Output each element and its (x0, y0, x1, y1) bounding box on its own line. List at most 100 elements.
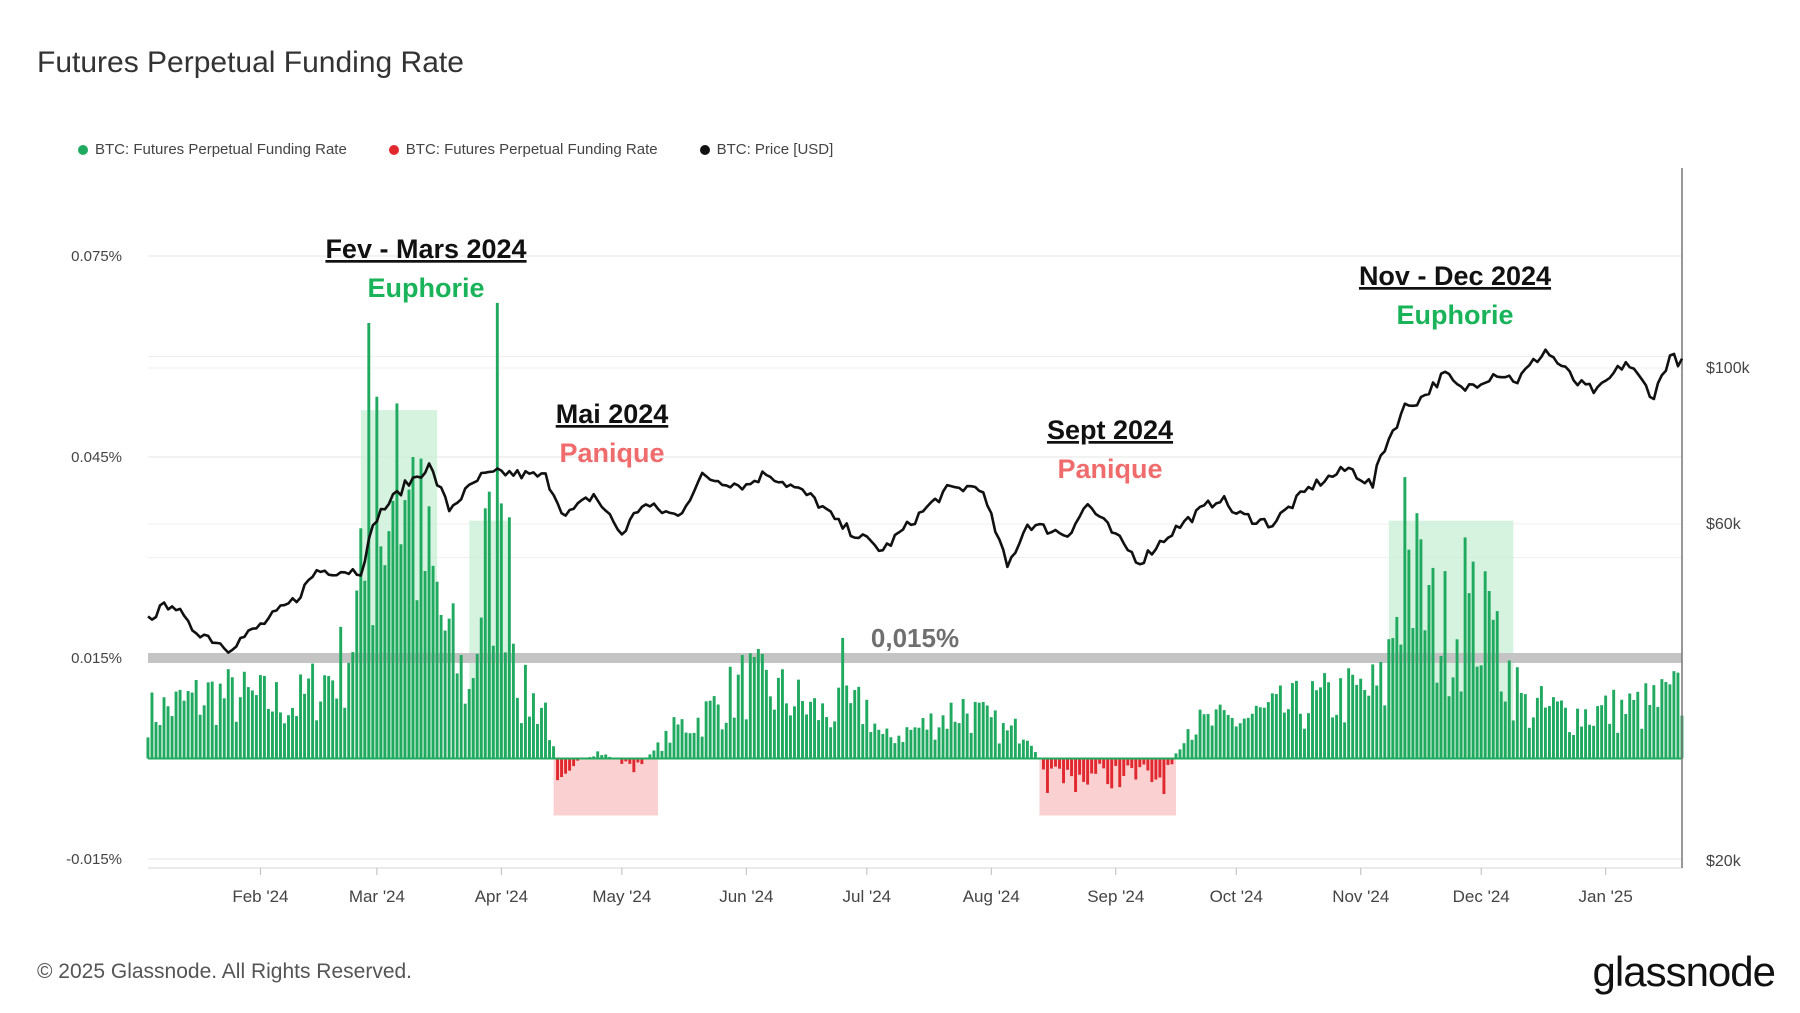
funding-bar (744, 719, 748, 759)
annotation-subtitle: Euphorie (367, 273, 484, 303)
funding-bar (640, 758, 644, 765)
funding-bar (1475, 666, 1479, 759)
funding-bar (1411, 628, 1415, 759)
funding-bar (511, 643, 515, 759)
funding-bar (415, 600, 419, 759)
funding-bar (1238, 723, 1242, 759)
funding-bar (1383, 705, 1387, 759)
legend: BTC: Futures Perpetual Funding Rate BTC:… (78, 141, 833, 158)
funding-bar (1507, 660, 1511, 759)
funding-bar (222, 698, 226, 759)
funding-bar (604, 754, 608, 759)
funding-bar (973, 701, 977, 759)
funding-bar (704, 701, 708, 759)
legend-item-price[interactable]: BTC: Price [USD] (699, 141, 833, 158)
funding-bar (1375, 685, 1379, 759)
annotation-heading: Mai 2024 (556, 399, 669, 429)
funding-bar (166, 706, 170, 759)
funding-bar (1339, 678, 1343, 759)
funding-bar (1531, 717, 1535, 759)
funding-bar (1343, 722, 1347, 759)
funding-bar (648, 754, 652, 759)
funding-bar (287, 715, 290, 759)
funding-bar (1190, 739, 1194, 759)
funding-bar (732, 717, 736, 759)
funding-bar (933, 739, 937, 759)
funding-bar (1395, 616, 1399, 759)
funding-bar (668, 742, 672, 759)
funding-bar (965, 713, 969, 759)
funding-bar (592, 756, 596, 759)
funding-bar (1174, 753, 1178, 759)
funding-bar (1499, 691, 1503, 759)
reference-band (148, 653, 1682, 663)
funding-bar (1122, 758, 1126, 777)
funding-bar (507, 517, 511, 759)
funding-bar (692, 732, 696, 759)
funding-bar (467, 689, 471, 759)
funding-bar (1419, 539, 1423, 759)
y-right-tick-label: $60k (1706, 516, 1742, 533)
funding-bar (1319, 687, 1322, 759)
funding-bar (901, 741, 905, 759)
funding-bar (411, 457, 415, 759)
funding-bar (1407, 549, 1411, 759)
funding-bar (1082, 758, 1086, 782)
funding-bar (419, 458, 423, 759)
funding-bar (532, 693, 535, 759)
annotation-heading: Nov - Dec 2024 (1359, 261, 1551, 291)
funding-bar (158, 725, 162, 759)
funding-bar (375, 396, 379, 759)
funding-bar (1379, 662, 1383, 759)
funding-bar (1371, 664, 1375, 759)
legend-item-funding-negative[interactable]: BTC: Futures Perpetual Funding Rate (388, 141, 658, 158)
funding-bar (1459, 691, 1463, 759)
funding-bar (576, 758, 580, 761)
funding-bar (1017, 743, 1021, 759)
funding-bar (1323, 673, 1327, 759)
funding-bar (712, 696, 716, 759)
funding-bar (1367, 695, 1371, 759)
funding-bar (1572, 735, 1575, 759)
funding-bar (471, 678, 475, 759)
funding-bar (1058, 758, 1061, 769)
funding-bar (696, 717, 700, 759)
funding-bar (873, 723, 877, 759)
funding-bar (905, 727, 909, 759)
funding-bar (560, 758, 564, 778)
funding-bar (1282, 712, 1286, 759)
funding-bar (210, 681, 214, 759)
funding-bar (379, 546, 383, 759)
funding-bar (885, 728, 889, 759)
funding-bar (319, 701, 323, 759)
funding-bar (660, 750, 664, 759)
funding-bar (881, 733, 885, 759)
funding-bar (270, 711, 274, 759)
x-tick-label: Sep '24 (1087, 887, 1144, 906)
funding-bar (797, 679, 800, 759)
funding-bar (423, 570, 427, 759)
funding-bar (174, 691, 178, 759)
funding-bar (443, 630, 447, 759)
funding-bar (913, 727, 917, 759)
funding-bar (1086, 758, 1090, 785)
funding-bar (146, 737, 150, 759)
funding-bar (1206, 714, 1210, 759)
x-tick-label: Nov '24 (1332, 887, 1389, 906)
funding-bar (198, 714, 202, 759)
funding-bar (170, 716, 174, 759)
funding-bar (218, 683, 222, 759)
funding-bar (1487, 591, 1491, 759)
funding-bar (1600, 705, 1604, 759)
funding-bar (716, 704, 720, 759)
legend-item-funding-positive[interactable]: BTC: Futures Perpetual Funding Rate (78, 141, 347, 158)
funding-bar (483, 508, 487, 759)
funding-bar (1218, 704, 1222, 759)
funding-bar (1435, 682, 1439, 759)
funding-bar (1299, 713, 1302, 759)
funding-bar (1050, 758, 1053, 769)
funding-bar (833, 721, 837, 759)
funding-bar (1479, 665, 1483, 759)
funding-bar (1110, 758, 1114, 789)
funding-bar (266, 708, 270, 759)
